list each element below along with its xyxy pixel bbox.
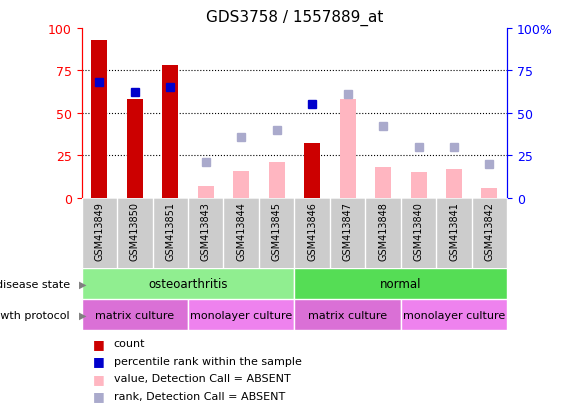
Text: GSM413841: GSM413841 [449, 202, 459, 261]
Text: matrix culture: matrix culture [308, 310, 387, 320]
Text: GSM413845: GSM413845 [272, 202, 282, 261]
Bar [188, 299, 294, 330]
Text: GSM413843: GSM413843 [201, 202, 210, 261]
Bar [82, 299, 188, 330]
Text: GSM413842: GSM413842 [484, 202, 494, 261]
Text: disease state: disease state [0, 279, 70, 289]
Text: GSM413846: GSM413846 [307, 202, 317, 261]
Bar [482, 188, 497, 198]
Text: monolayer culture: monolayer culture [190, 310, 292, 320]
Text: percentile rank within the sample: percentile rank within the sample [114, 356, 301, 366]
Text: count: count [114, 338, 145, 348]
Text: ▶: ▶ [79, 310, 86, 320]
Text: GSM413848: GSM413848 [378, 202, 388, 261]
Text: ■: ■ [93, 372, 105, 385]
Text: rank, Detection Call = ABSENT: rank, Detection Call = ABSENT [114, 391, 285, 401]
Bar [410, 173, 427, 198]
Title: GDS3758 / 1557889_at: GDS3758 / 1557889_at [206, 10, 383, 26]
Bar [162, 66, 178, 198]
Text: growth protocol: growth protocol [0, 310, 70, 320]
Text: ■: ■ [93, 389, 105, 402]
Text: GSM413847: GSM413847 [343, 202, 353, 261]
Bar [269, 163, 285, 198]
Text: ■: ■ [93, 337, 105, 350]
Text: normal: normal [380, 278, 422, 290]
Text: GSM413851: GSM413851 [166, 202, 175, 261]
Text: GSM413849: GSM413849 [94, 202, 104, 261]
Text: osteoarthritis: osteoarthritis [148, 278, 228, 290]
Text: value, Detection Call = ABSENT: value, Detection Call = ABSENT [114, 373, 290, 383]
Text: ■: ■ [93, 354, 105, 367]
Bar [294, 268, 507, 299]
Bar [92, 41, 107, 198]
Bar [294, 299, 401, 330]
Bar [446, 169, 462, 198]
Text: monolayer culture: monolayer culture [403, 310, 505, 320]
Text: matrix culture: matrix culture [95, 310, 174, 320]
Text: GSM413844: GSM413844 [236, 202, 246, 261]
Text: GSM413840: GSM413840 [413, 202, 423, 261]
Bar [198, 186, 214, 198]
Text: GSM413850: GSM413850 [130, 202, 140, 261]
Bar [233, 171, 249, 198]
Bar [375, 168, 391, 198]
Bar [304, 144, 320, 198]
Bar [127, 100, 143, 198]
Bar [401, 299, 507, 330]
Bar [82, 268, 294, 299]
Text: ▶: ▶ [79, 279, 86, 289]
Bar [340, 100, 356, 198]
